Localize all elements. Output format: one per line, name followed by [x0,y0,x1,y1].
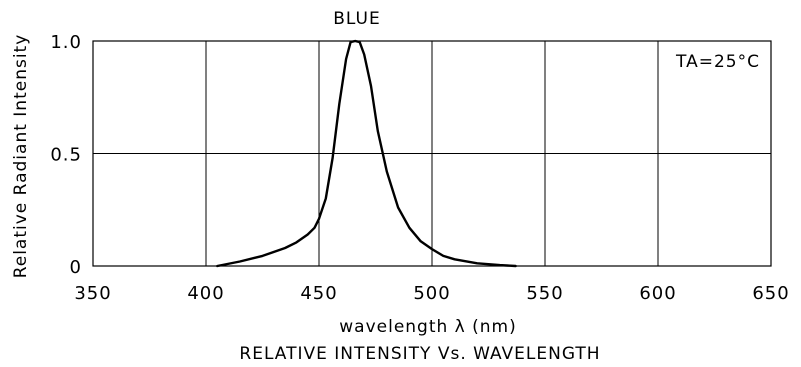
blue-spectrum-line [216,39,517,268]
x-tick-label: 450 [300,283,337,304]
temperature-annotation: TA=25°C [675,52,760,72]
x-tick-label: 500 [413,283,450,304]
chart-caption: RELATIVE INTENSITY Vs. WAVELENGTH [239,344,600,364]
grid-lines [93,41,771,266]
y-tick-label: 1.0 [50,32,82,53]
x-tick-label: 350 [74,283,111,304]
x-axis-label: wavelength λ (nm) [339,317,517,337]
series-label-blue: BLUE [333,9,380,29]
y-tick-label: 0.5 [50,145,82,166]
plot-frame [92,40,772,267]
y-tick-labels: 0 0.5 1.0 [50,32,82,278]
x-tick-label: 400 [187,283,224,304]
y-axis-label: Relative Radiant Intensity [11,34,31,279]
x-tick-label: 600 [639,283,676,304]
y-tick-label: 0 [70,257,82,278]
x-tick-labels: 350 400 450 500 550 600 650 [74,283,789,304]
x-tick-label: 650 [752,283,789,304]
x-tick-label: 550 [526,283,563,304]
